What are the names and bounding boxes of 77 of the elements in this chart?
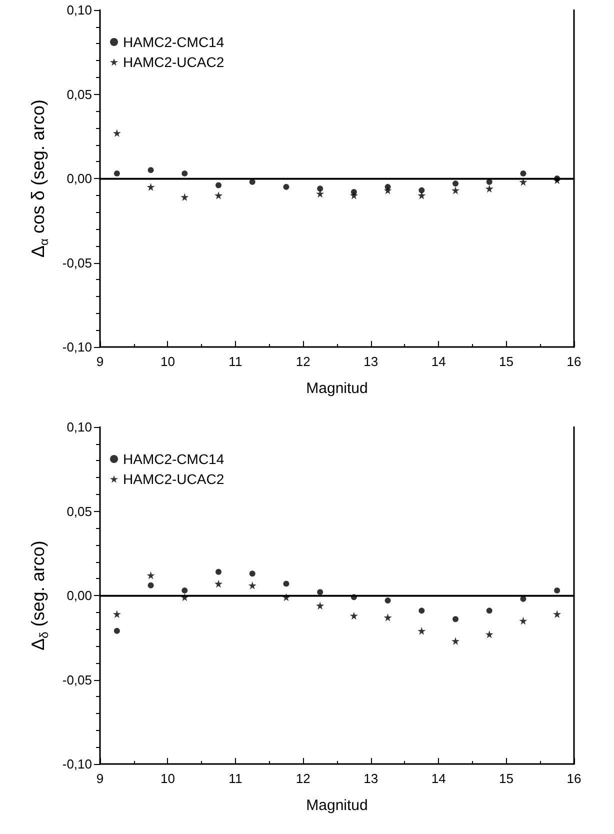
point [418,626,426,635]
point [350,612,358,620]
point [384,613,392,622]
x-tick-label: 14 [431,354,446,369]
point [182,587,188,594]
point [350,191,358,200]
point [384,598,391,604]
y-tick-label: 0,00 [66,588,92,603]
point [452,616,458,622]
point [182,170,188,176]
point [317,186,324,192]
point [148,582,154,588]
point [283,184,290,190]
x-tick-label: 11 [228,771,242,786]
point [248,581,256,590]
point [249,570,256,577]
point [146,182,155,191]
y-axis-title: Δδ (seg. arco) [28,540,51,650]
x-tick-label: 13 [364,354,378,369]
point [485,184,494,193]
y-tick-label: -0,10 [62,756,92,772]
x-tick-label: 15 [499,354,514,369]
point [553,610,562,618]
point [418,191,426,200]
y-tick-label: -0,05 [62,255,92,270]
y-tick-label: 0,10 [66,2,92,18]
y-tick-label: 0,00 [66,171,92,186]
point [148,167,154,174]
point [316,190,324,198]
legend-label: HAMC2-CMC14 [123,451,224,467]
legend-label: HAMC2-UCAC2 [123,54,224,70]
point [214,191,222,200]
x-tick-label: 9 [96,354,104,369]
point [214,580,222,588]
x-tick-label: 12 [296,771,310,786]
point [112,610,121,618]
y-tick-label: -0,10 [62,340,92,354]
x-axis-title: Magnitud [306,797,368,814]
point [520,170,526,176]
legend-label: HAMC2-CMC14 [123,34,224,50]
point [146,571,155,580]
x-tick-label: 10 [160,771,175,786]
point [452,636,460,645]
point [452,180,458,187]
point [216,568,222,575]
point [519,616,528,625]
point [114,628,120,634]
x-tick-label: 11 [228,354,242,369]
x-axis-title: Magnitud [306,380,368,397]
x-tick-label: 9 [96,771,104,786]
point [554,587,560,594]
point [317,589,324,596]
point [486,608,492,614]
y-axis-title: Δα cos δ (seg. arco) [28,99,51,258]
point [114,170,120,176]
point [418,608,425,614]
point [316,602,324,610]
point [216,182,222,188]
point [485,630,494,638]
x-tick-label: 15 [499,771,514,786]
legend-label: HAMC2-UCAC2 [123,471,224,487]
y-tick-label: 0,10 [66,420,92,434]
point [180,193,189,202]
x-tick-label: 14 [431,771,446,786]
y-tick-label: 0,05 [66,504,92,519]
x-tick-label: 13 [364,771,378,786]
point [112,129,121,138]
x-tick-label: 16 [566,771,582,786]
point [384,186,392,194]
point [418,187,425,194]
x-tick-label: 12 [296,354,310,369]
point [452,186,460,194]
y-tick-label: 0,05 [66,86,92,102]
point [283,580,290,587]
x-tick-label: 10 [160,354,175,369]
x-tick-label: 16 [566,354,582,369]
y-tick-label: -0,05 [62,672,92,688]
